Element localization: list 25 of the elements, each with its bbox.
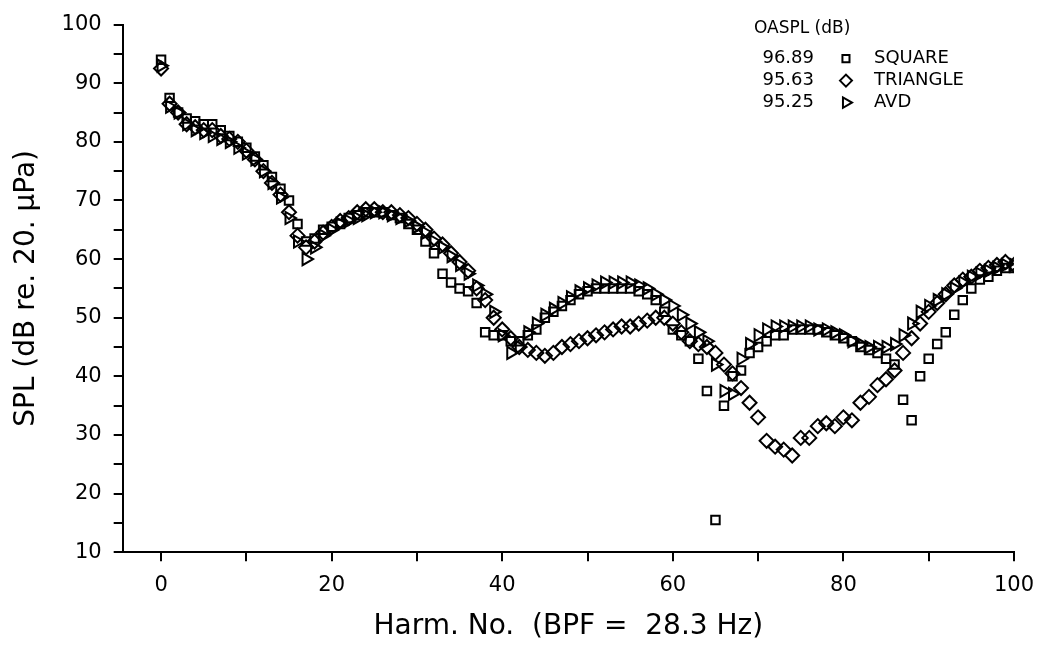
y-tick-label: 40 [74, 362, 102, 387]
y-tick-label: 20 [74, 480, 102, 505]
y-tick-label: 50 [74, 304, 102, 329]
x-tick-label: 100 [993, 572, 1035, 597]
x-tick-label: 40 [488, 572, 516, 597]
y-tick-label: 100 [61, 11, 102, 36]
x-axis-title: Harm. No. (BPF = 28.3 Hz) [373, 608, 764, 642]
y-tick-label: 90 [74, 69, 102, 94]
y-tick-label: 80 [74, 128, 102, 153]
x-tick-label: 0 [154, 572, 168, 597]
y-tick-label: 10 [74, 538, 102, 563]
legend-title: OASPL (dB) [753, 17, 851, 38]
y-axis-title: SPL (dB re. 20. μPa) [8, 149, 42, 427]
legend-label: TRIANGLE [872, 68, 964, 90]
annotation: 96.89 [762, 46, 814, 68]
y-tick-label: 60 [74, 245, 102, 270]
legend-label: AVD [873, 90, 912, 112]
annotation: 95.63 [762, 68, 814, 90]
x-tick-label: 60 [659, 572, 687, 597]
annotation: 95.25 [762, 90, 814, 112]
y-tick-label: 30 [74, 421, 102, 446]
y-tick-label: 70 [74, 186, 102, 211]
x-tick-label: 80 [830, 572, 857, 597]
legend-label: SQUARE [873, 46, 949, 68]
x-tick-label: 20 [318, 572, 346, 597]
